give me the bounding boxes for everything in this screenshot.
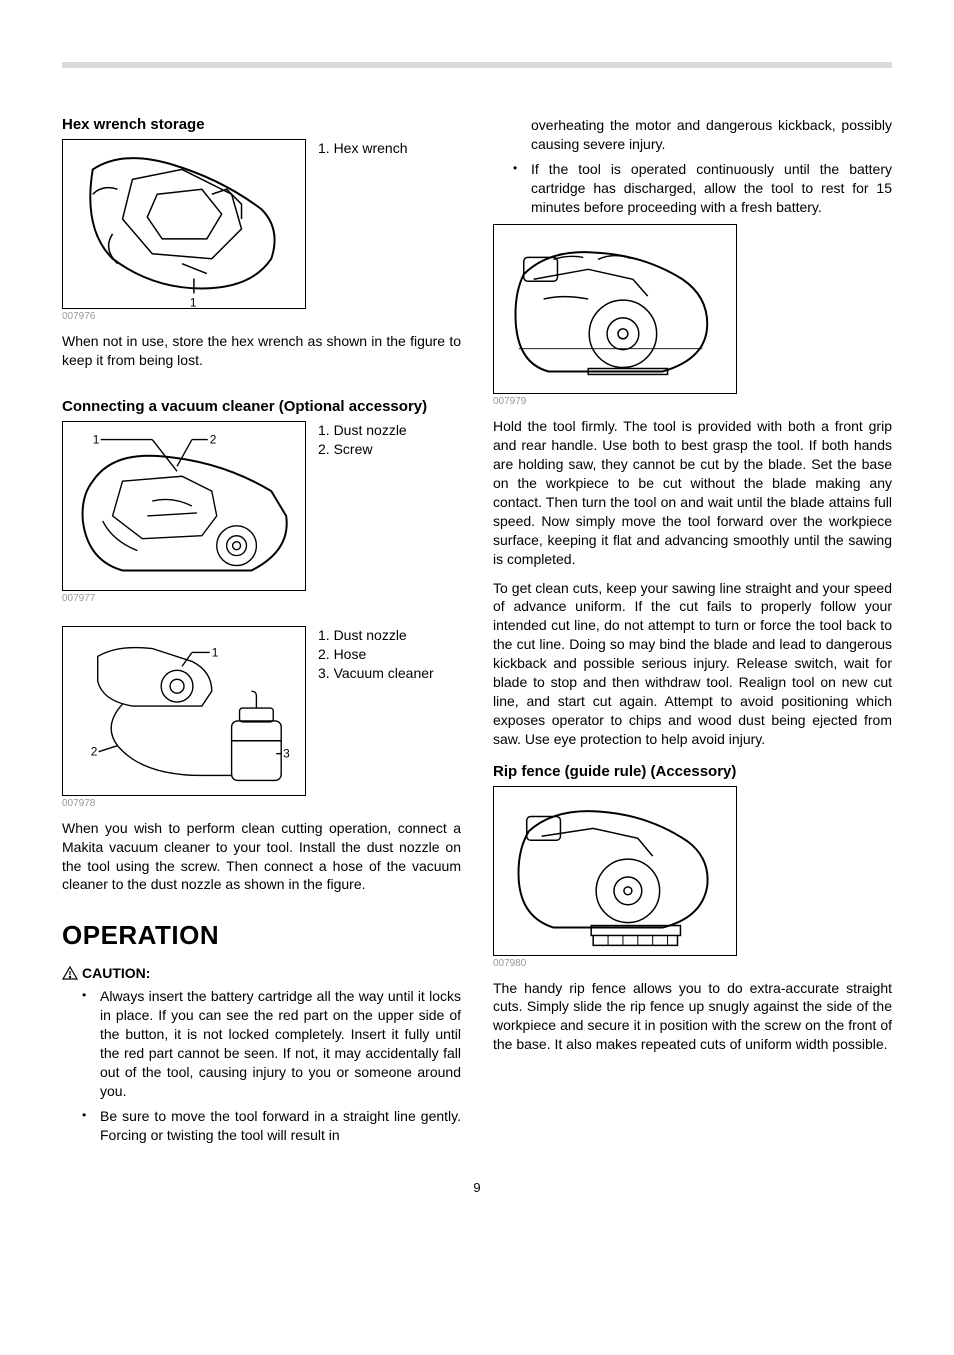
svg-text:3: 3 [283,746,290,760]
svg-text:1: 1 [93,432,100,446]
figure-3-legend-1: 1. Dust nozzle [318,626,434,645]
figure-2-legend: 1. Dust nozzle 2. Screw [318,421,407,459]
para-clean-cuts: To get clean cuts, keep your sawing line… [493,579,892,749]
figure-2-svg: 1 2 [63,421,305,591]
warning-icon [62,966,78,980]
page-content: Hex wrench storage [0,68,954,1235]
figure-4 [493,224,737,394]
svg-text:1: 1 [190,295,197,309]
bullet-2-continuation: overheating the motor and dangerous kick… [493,116,892,154]
page-number: 9 [62,1180,892,1195]
figure-3-id: 007978 [62,798,306,809]
figure-3-row: 1 2 3 [62,626,461,809]
para-vacuum: When you wish to perform clean cutting o… [62,819,461,895]
para-hold-tool: Hold the tool firmly. The tool is provid… [493,417,892,568]
figure-2: 1 2 [62,421,306,591]
figure-3-legend-2: 2. Hose [318,645,434,664]
right-column: overheating the motor and dangerous kick… [493,88,892,1150]
caution-heading: CAUTION: [62,965,461,981]
figure-3-legend: 1. Dust nozzle 2. Hose 3. Vacuum cleaner [318,626,434,683]
figure-1-legend: 1. Hex wrench [318,139,407,158]
bullet-2: Be sure to move the tool forward in a st… [82,1107,461,1145]
figure-5-svg [494,786,736,956]
svg-text:1: 1 [212,645,219,659]
figure-5 [493,786,737,956]
svg-text:2: 2 [91,744,98,758]
caution-list-left: Always insert the battery cartridge all … [62,987,461,1144]
para-rip-fence: The handy rip fence allows you to do ext… [493,979,892,1055]
figure-4-svg [494,224,736,394]
heading-hex-wrench: Hex wrench storage [62,116,461,133]
heading-vacuum: Connecting a vacuum cleaner (Optional ac… [62,398,461,415]
figure-2-row: 1 2 [62,421,461,604]
figure-3-legend-3: 3. Vacuum cleaner [318,664,434,683]
para-hex-storage: When not in use, store the hex wrench as… [62,332,461,370]
heading-operation: OPERATION [62,920,461,951]
figure-3-svg: 1 2 3 [63,626,305,796]
figure-5-id: 007980 [493,958,892,969]
caution-list-right: If the tool is operated continuously unt… [493,160,892,217]
figure-4-id: 007979 [493,396,892,407]
caution-label: CAUTION: [82,965,150,981]
left-column: Hex wrench storage [62,88,461,1150]
figure-3: 1 2 3 [62,626,306,796]
figure-1-row: 1 007976 1. Hex wrench [62,139,461,322]
bullet-3: If the tool is operated continuously unt… [513,160,892,217]
figure-2-id: 007977 [62,593,306,604]
figure-2-legend-2: 2. Screw [318,440,407,459]
bullet-1: Always insert the battery cartridge all … [82,987,461,1100]
svg-text:2: 2 [210,432,217,446]
figure-1-svg: 1 [63,139,305,309]
figure-2-legend-1: 1. Dust nozzle [318,421,407,440]
heading-rip-fence: Rip fence (guide rule) (Accessory) [493,763,892,780]
figure-4-wrap: 007979 [493,224,892,407]
figure-5-wrap: 007980 [493,786,892,969]
figure-1: 1 [62,139,306,309]
figure-1-id: 007976 [62,311,306,322]
